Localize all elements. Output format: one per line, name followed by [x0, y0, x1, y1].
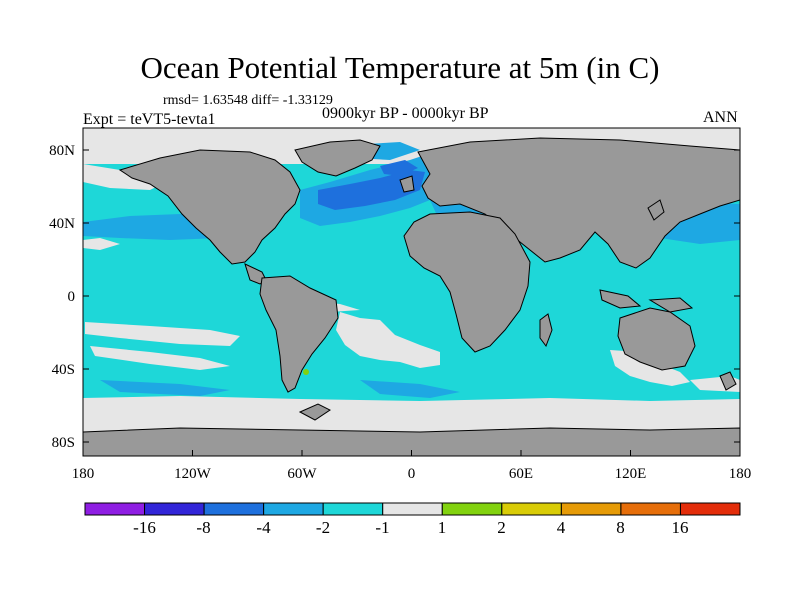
australia	[617, 307, 696, 371]
colorbar-label: -4	[256, 518, 271, 537]
maritime-continent	[599, 289, 642, 309]
colorbar-bin	[144, 502, 205, 516]
south-atlantic-cooling	[360, 380, 460, 398]
colorbar-bin	[501, 502, 562, 516]
lon-label: 60E	[509, 466, 533, 482]
colorbar-label: 4	[557, 518, 566, 537]
south-atlantic-near-zero-patch	[336, 312, 440, 368]
lat-label: 80N	[49, 143, 75, 159]
lon-label: 120E	[615, 466, 647, 482]
lat-label: 80S	[52, 435, 75, 451]
south-indian-near-zero-patch	[610, 350, 690, 386]
lon-label: 0	[408, 466, 416, 482]
colorbar-bins	[84, 502, 741, 516]
land-masses	[83, 137, 740, 456]
colorbar-bin	[441, 502, 503, 516]
south-pacific-cooling	[100, 380, 230, 396]
colorbar-label: -2	[316, 518, 330, 537]
japan	[647, 199, 665, 221]
period-label: 0900kyr BP - 0000kyr BP	[322, 105, 489, 122]
eurasia	[417, 137, 740, 269]
colorbar-bin	[263, 502, 324, 516]
colorbar-labels: -16 -8 -4 -2 -1 1 2 4 8 16	[133, 518, 688, 537]
madagascar	[539, 313, 553, 348]
experiment-label: Expt = teVT5-tevta1	[83, 111, 216, 128]
colorbar-bin	[322, 502, 384, 516]
lat-label: 40N	[49, 216, 75, 232]
south-america	[259, 275, 339, 393]
colorbar-bin	[84, 502, 146, 516]
colorbar: -16 -8 -4 -2 -1 1 2 4 8 16	[84, 502, 741, 537]
lat-label: 40S	[52, 362, 75, 378]
colorbar-label: -1	[375, 518, 389, 537]
lon-tick-marks	[82, 450, 741, 456]
africa	[403, 211, 531, 353]
norwegian-sea-strong-cooling	[380, 160, 418, 176]
colorbar-bin	[203, 502, 265, 516]
colorbar-bin	[679, 502, 741, 516]
greenland	[294, 139, 381, 177]
southern-ocean-near-zero-band	[83, 396, 740, 432]
antarctica	[83, 427, 740, 456]
colorbar-label: -8	[196, 518, 210, 537]
season-label: ANN	[703, 109, 738, 126]
new-zealand	[719, 371, 737, 391]
stats-line: rmsd= 1.63548 diff= -1.33129	[163, 93, 333, 108]
antarctic-peninsula	[298, 403, 331, 421]
lon-tick-labels: 180 120W 60W 0 60E 120E 180	[72, 466, 752, 482]
colorbar-bin	[560, 502, 622, 516]
lon-label: 60W	[287, 466, 317, 482]
lon-label: 180	[729, 466, 752, 482]
north-atlantic-strong-cooling	[318, 170, 425, 210]
colorbar-bin	[382, 502, 443, 516]
map-plot-area	[83, 128, 740, 456]
colorbar-label: -16	[133, 518, 156, 537]
south-pacific-near-zero-streak-2	[90, 346, 230, 370]
map-title: Ocean Potential Temperature at 5m (in C)	[140, 50, 660, 85]
colorbar-label: 2	[497, 518, 506, 537]
lat-tick-labels: 80N 40N 0 40S 80S	[49, 143, 75, 451]
new-guinea	[648, 297, 694, 313]
colorbar-label: 16	[672, 518, 689, 537]
east-pacific-near-zero	[83, 238, 120, 250]
lat-tick-marks	[83, 149, 740, 443]
colorbar-label: 8	[616, 518, 625, 537]
colorbar-bin	[620, 502, 681, 516]
lat-label: 0	[68, 289, 76, 305]
north-america	[118, 149, 301, 265]
lon-label: 180	[72, 466, 95, 482]
british-isles	[399, 175, 415, 193]
colorbar-label: 1	[438, 518, 447, 537]
lon-label: 120W	[174, 466, 212, 482]
south-pacific-near-zero-streak	[85, 322, 240, 346]
south-atlantic-warming-spot	[303, 369, 309, 375]
